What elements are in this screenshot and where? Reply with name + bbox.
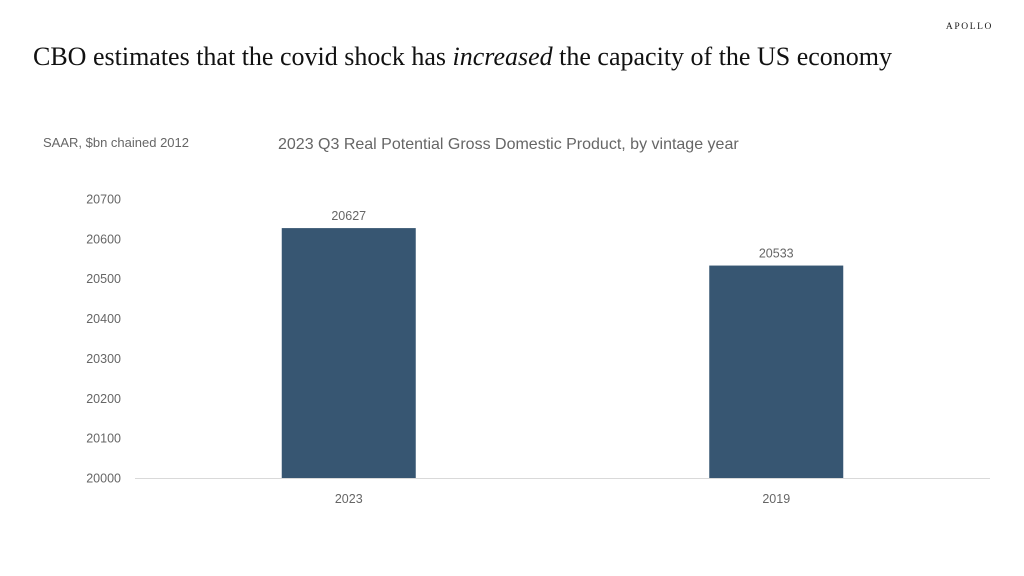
brand-logo: APOLLO: [945, 22, 993, 32]
y-tick-label: 20500: [86, 272, 121, 286]
data-label-2019: 20533: [759, 247, 794, 261]
bar-2023: [281, 228, 416, 478]
y-axis-unit-label: SAAR, $bn chained 2012: [43, 135, 189, 150]
page-title: CBO estimates that the covid shock has i…: [33, 42, 892, 72]
bars-group: [281, 228, 844, 478]
y-tick-label: 20700: [86, 193, 121, 207]
x-tick-label-2023: 2023: [335, 492, 363, 506]
y-tick-label: 20000: [86, 472, 121, 486]
data-labels-group: 20627 20533: [331, 209, 793, 260]
y-tick-label: 20400: [86, 312, 121, 326]
x-tick-label-2019: 2019: [762, 492, 790, 506]
y-tick-label: 20100: [86, 432, 121, 446]
y-tick-label: 20600: [86, 232, 121, 246]
data-label-2023: 20627: [331, 209, 366, 223]
y-tick-label: 20200: [86, 392, 121, 406]
x-axis-ticks: 2023 2019: [335, 492, 790, 506]
headline-emphasis: increased: [452, 42, 553, 71]
chart-title: 2023 Q3 Real Potential Gross Domestic Pr…: [278, 136, 739, 153]
headline-text-end: the capacity of the US economy: [552, 42, 893, 71]
headline-text-start: CBO estimates that the covid shock has: [33, 42, 453, 71]
y-tick-label: 20300: [86, 352, 121, 366]
bar-2019: [709, 265, 844, 478]
y-axis-ticks: 20000 20100 20200 20300 20400 20500 20600 20700: [86, 193, 121, 486]
